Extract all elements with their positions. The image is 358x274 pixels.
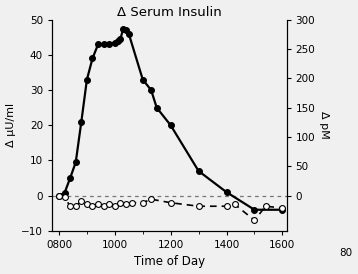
Y-axis label: Δ pM: Δ pM <box>319 112 329 139</box>
X-axis label: Time of Day: Time of Day <box>134 255 205 269</box>
Title: Δ Serum Insulin: Δ Serum Insulin <box>117 5 222 19</box>
Y-axis label: Δ μU/ml: Δ μU/ml <box>6 103 15 147</box>
Text: 80: 80 <box>339 247 352 258</box>
